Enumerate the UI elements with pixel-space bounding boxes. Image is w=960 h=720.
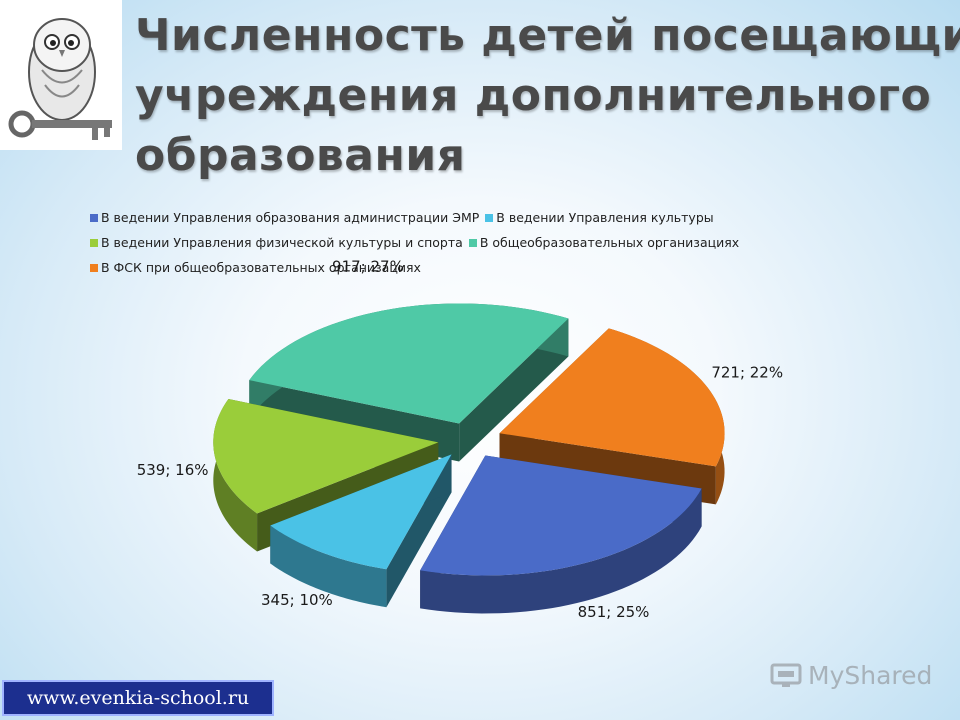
data-label: 539; 16% (137, 461, 209, 479)
legend-item: В ведении Управления физической культуры… (90, 235, 463, 250)
title-line-2: учреждения дополнительного (135, 70, 932, 121)
title-line-1: Численность детей посещающих (135, 10, 960, 61)
owl-icon (8, 18, 112, 140)
data-label: 345; 10% (261, 591, 333, 609)
pie-slice-top (213, 398, 439, 514)
legend-swatch (468, 238, 477, 247)
legend-row: В ведении Управления образования админис… (90, 205, 810, 230)
legend-item: В ведении Управления образования админис… (90, 210, 479, 225)
pie-slice (249, 303, 569, 462)
legend-swatch (485, 213, 494, 222)
pie-slice (270, 454, 452, 608)
legend-label: В ведении Управления культуры (496, 210, 714, 225)
watermark-text: MyShared (808, 660, 933, 690)
projector-icon (770, 663, 802, 687)
pie-slice-top (420, 455, 702, 576)
legend-item: В ФСК при общеобразовательных организаци… (90, 260, 421, 275)
data-label: 851; 25% (578, 603, 650, 621)
data-label: 917; 27% (332, 257, 404, 275)
legend-label: В ведении Управления физической культуры… (101, 235, 463, 250)
title-line-3: образования (135, 130, 466, 181)
pie-slice-top (249, 303, 569, 424)
chart-legend: В ведении Управления образования админис… (90, 205, 810, 280)
pie-slice-top (270, 454, 452, 570)
legend-item: В ведении Управления культуры (485, 210, 714, 225)
legend-label: В ведении Управления образования админис… (101, 210, 480, 225)
legend-swatch (90, 263, 98, 272)
legend-label: В ФСК при общеобразовательных организаци… (101, 260, 421, 275)
page-title: Численность детей посещающих учреждения … (135, 6, 960, 186)
legend-swatch (90, 213, 98, 222)
legend-row: В ФСК при общеобразовательных организаци… (90, 255, 810, 280)
pie-slice (420, 455, 702, 614)
data-label: 721; 22% (711, 363, 783, 381)
pie-slice-side (270, 525, 387, 608)
pie-slice (499, 328, 725, 505)
owl-logo (0, 0, 122, 150)
pie-slice-side (420, 488, 702, 614)
pie-slice-top (499, 328, 725, 467)
watermark: MyShared (770, 655, 932, 695)
legend-item: В общеобразовательных организациях (468, 235, 740, 250)
website-link[interactable]: www.evenkia-school.ru (2, 680, 274, 716)
pie-slice-wall (459, 318, 569, 462)
legend-swatch (90, 238, 98, 247)
legend-label: В общеобразовательных организациях (479, 235, 740, 250)
legend-row: В ведении Управления физической культуры… (90, 230, 810, 255)
